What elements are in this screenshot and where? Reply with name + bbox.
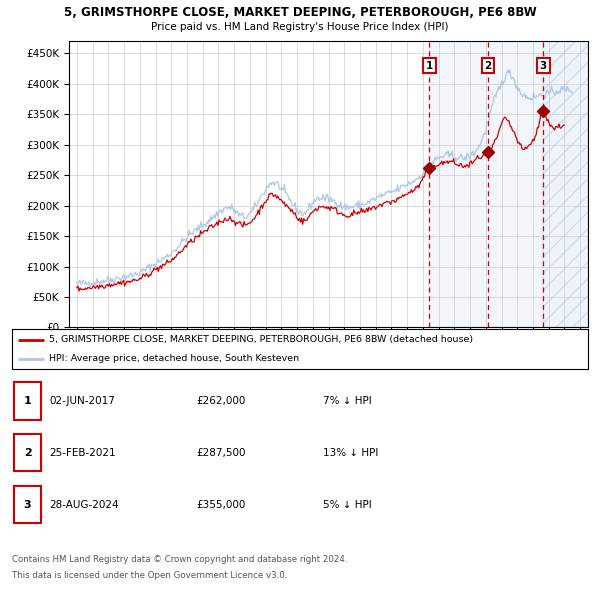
Text: 1: 1: [23, 396, 31, 406]
Text: 7% ↓ HPI: 7% ↓ HPI: [323, 396, 372, 406]
Text: 2: 2: [485, 61, 492, 71]
Text: £262,000: £262,000: [196, 396, 245, 406]
Text: This data is licensed under the Open Government Licence v3.0.: This data is licensed under the Open Gov…: [12, 571, 287, 580]
Text: 3: 3: [24, 500, 31, 510]
Bar: [544, 41, 588, 327]
FancyBboxPatch shape: [14, 434, 41, 471]
Text: Price paid vs. HM Land Registry's House Price Index (HPI): Price paid vs. HM Land Registry's House …: [151, 22, 449, 32]
Text: Contains HM Land Registry data © Crown copyright and database right 2024.: Contains HM Land Registry data © Crown c…: [12, 555, 347, 563]
Text: 28-AUG-2024: 28-AUG-2024: [49, 500, 119, 510]
Text: 2: 2: [23, 448, 31, 458]
Text: 25-FEB-2021: 25-FEB-2021: [49, 448, 116, 458]
Text: 5% ↓ HPI: 5% ↓ HPI: [323, 500, 372, 510]
Bar: [544, 41, 588, 327]
Text: £355,000: £355,000: [196, 500, 245, 510]
Text: £287,500: £287,500: [196, 448, 246, 458]
FancyBboxPatch shape: [14, 382, 41, 419]
Text: 3: 3: [540, 61, 547, 71]
Text: 5, GRIMSTHORPE CLOSE, MARKET DEEPING, PETERBOROUGH, PE6 8BW (detached house): 5, GRIMSTHORPE CLOSE, MARKET DEEPING, PE…: [49, 335, 473, 345]
Text: 5, GRIMSTHORPE CLOSE, MARKET DEEPING, PETERBOROUGH, PE6 8BW: 5, GRIMSTHORPE CLOSE, MARKET DEEPING, PE…: [64, 6, 536, 19]
Text: HPI: Average price, detached house, South Kesteven: HPI: Average price, detached house, Sout…: [49, 354, 299, 363]
Text: 02-JUN-2017: 02-JUN-2017: [49, 396, 115, 406]
FancyBboxPatch shape: [14, 486, 41, 523]
Text: 13% ↓ HPI: 13% ↓ HPI: [323, 448, 379, 458]
Bar: [430, 41, 544, 327]
Text: 1: 1: [426, 61, 433, 71]
